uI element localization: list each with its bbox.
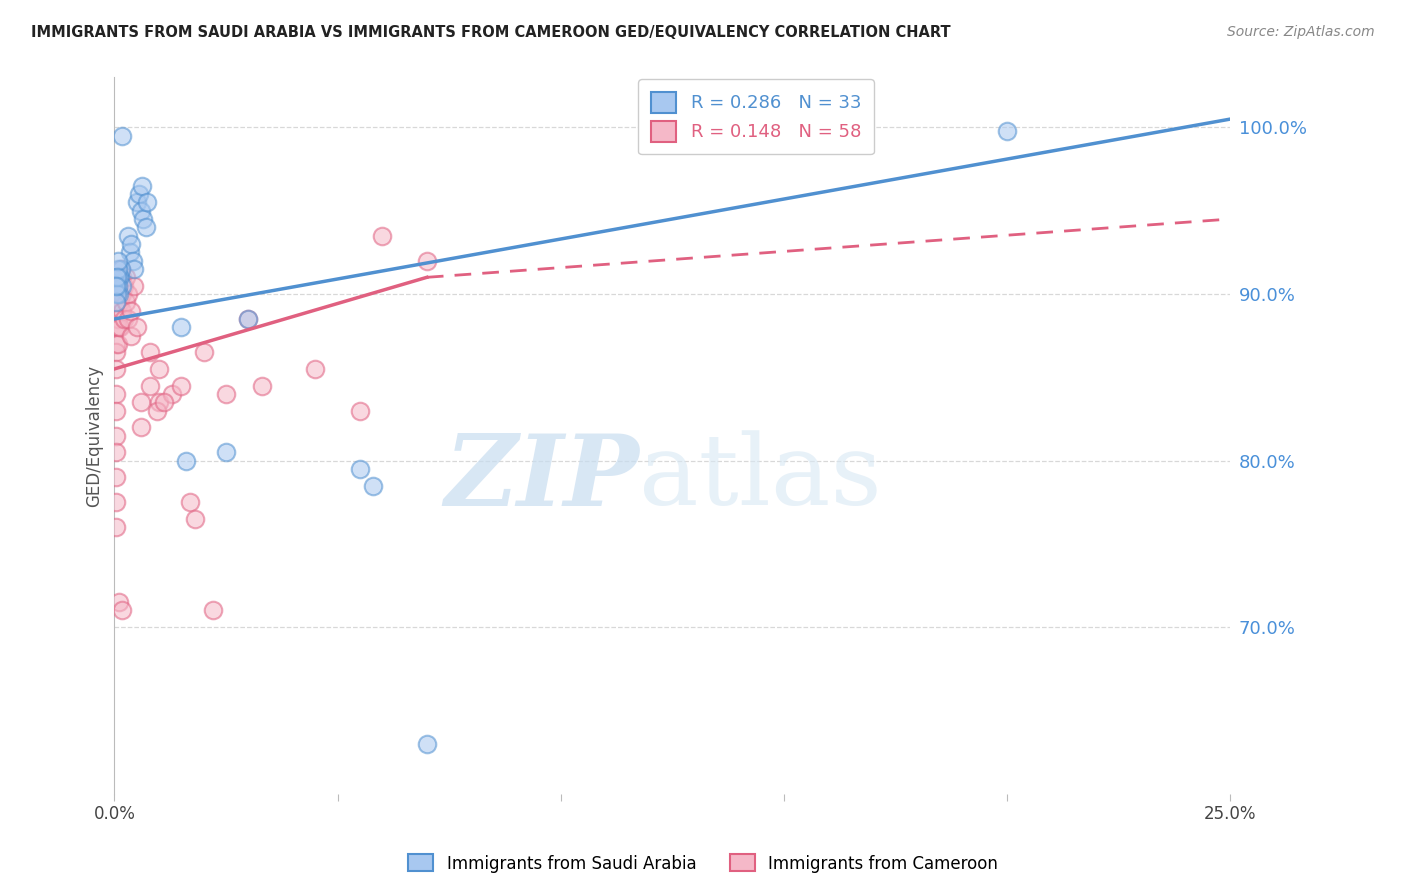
Point: [152, 395, 174, 409]
Point: [371, 228, 394, 243]
Point: [125, 320, 148, 334]
Point: [108, 270, 131, 285]
Point: [118, 245, 141, 260]
Point: [105, 320, 128, 334]
Point: [105, 287, 128, 301]
Point: [108, 270, 131, 285]
Point: [349, 403, 371, 417]
Point: [105, 403, 128, 417]
Point: [107, 295, 129, 310]
Point: [110, 262, 132, 277]
Point: [114, 295, 136, 310]
Point: [120, 237, 142, 252]
Point: [107, 262, 129, 277]
Point: [179, 495, 201, 509]
Point: [128, 187, 150, 202]
Point: [120, 328, 142, 343]
Point: [250, 378, 273, 392]
Legend: Immigrants from Saudi Arabia, Immigrants from Cameroon: Immigrants from Saudi Arabia, Immigrants…: [402, 847, 1004, 880]
Point: [107, 278, 129, 293]
Point: [105, 387, 128, 401]
Point: [174, 453, 197, 467]
Point: [112, 312, 135, 326]
Point: [162, 387, 184, 401]
Point: [139, 345, 162, 359]
Point: [107, 270, 129, 285]
Point: [117, 287, 139, 301]
Y-axis label: GED/Equivalency: GED/Equivalency: [86, 365, 103, 507]
Point: [184, 512, 207, 526]
Point: [110, 262, 132, 277]
Point: [105, 278, 128, 293]
Point: [108, 287, 131, 301]
Legend: R = 0.286   N = 33, R = 0.148   N = 58: R = 0.286 N = 33, R = 0.148 N = 58: [638, 79, 873, 154]
Point: [170, 320, 193, 334]
Text: Source: ZipAtlas.com: Source: ZipAtlas.com: [1227, 25, 1375, 39]
Point: [238, 312, 260, 326]
Point: [105, 345, 128, 359]
Point: [135, 220, 157, 235]
Text: ZIP: ZIP: [444, 430, 638, 527]
Point: [117, 228, 139, 243]
Point: [146, 403, 169, 417]
Point: [107, 253, 129, 268]
Point: [215, 445, 238, 459]
Point: [107, 287, 129, 301]
Point: [193, 345, 215, 359]
Point: [111, 278, 134, 293]
Point: [105, 495, 128, 509]
Point: [111, 287, 134, 301]
Point: [105, 295, 128, 310]
Point: [349, 462, 371, 476]
Point: [125, 195, 148, 210]
Point: [215, 387, 238, 401]
Point: [304, 362, 326, 376]
Point: [107, 320, 129, 334]
Point: [105, 270, 128, 285]
Point: [110, 287, 132, 301]
Text: IMMIGRANTS FROM SAUDI ARABIA VS IMMIGRANTS FROM CAMEROON GED/EQUIVALENCY CORRELA: IMMIGRANTS FROM SAUDI ARABIA VS IMMIGRAN…: [31, 25, 950, 40]
Point: [148, 362, 170, 376]
Point: [107, 312, 129, 326]
Point: [105, 520, 128, 534]
Point: [132, 212, 155, 227]
Point: [122, 253, 145, 268]
Point: [201, 603, 224, 617]
Point: [120, 303, 142, 318]
Point: [107, 337, 129, 351]
Point: [131, 178, 153, 193]
Point: [117, 312, 139, 326]
Point: [114, 270, 136, 285]
Point: [135, 195, 157, 210]
Point: [416, 737, 439, 751]
Point: [129, 395, 152, 409]
Point: [148, 395, 170, 409]
Point: [129, 203, 152, 218]
Text: atlas: atlas: [638, 431, 882, 526]
Point: [363, 478, 385, 492]
Point: [995, 124, 1018, 138]
Point: [238, 312, 260, 326]
Point: [108, 320, 131, 334]
Point: [170, 378, 193, 392]
Point: [105, 428, 128, 442]
Point: [108, 595, 131, 609]
Point: [124, 278, 146, 293]
Point: [105, 445, 128, 459]
Point: [105, 362, 128, 376]
Point: [416, 253, 439, 268]
Point: [111, 128, 134, 143]
Point: [129, 420, 152, 434]
Point: [111, 603, 134, 617]
Point: [124, 262, 146, 277]
Point: [111, 303, 134, 318]
Point: [111, 270, 134, 285]
Point: [139, 378, 162, 392]
Point: [108, 295, 131, 310]
Point: [105, 337, 128, 351]
Point: [112, 278, 135, 293]
Point: [108, 278, 131, 293]
Point: [105, 470, 128, 484]
